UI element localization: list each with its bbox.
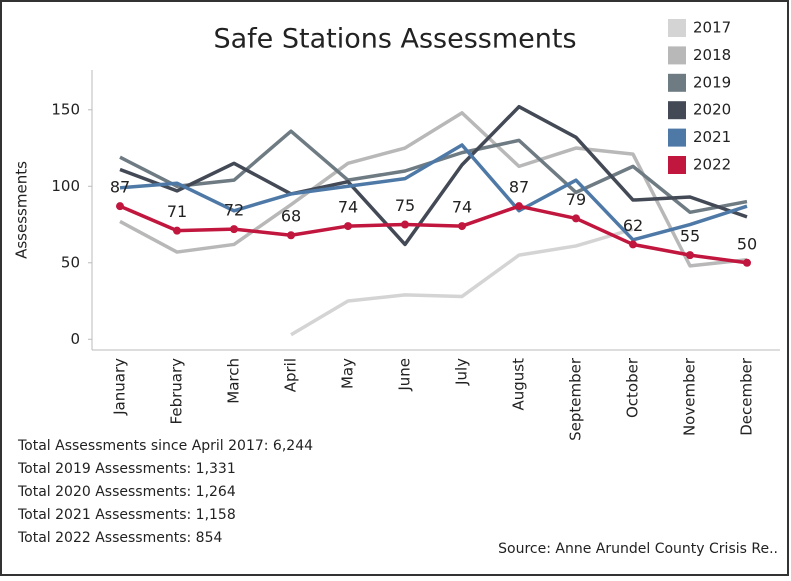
data-label: 74 xyxy=(338,198,358,217)
source: Source: Anne Arundel County Crisis Re.. xyxy=(498,541,778,557)
data-label: 68 xyxy=(281,207,301,226)
series-line xyxy=(290,227,634,337)
data-label: 72 xyxy=(224,201,244,220)
data-label: 55 xyxy=(680,227,700,246)
data-label: 74 xyxy=(452,198,472,217)
legend-swatch xyxy=(668,46,686,65)
y-tick-label: 150 xyxy=(51,100,80,118)
point xyxy=(458,222,466,231)
point xyxy=(572,214,580,223)
data-label: 50 xyxy=(737,234,757,253)
point xyxy=(230,225,238,234)
point xyxy=(401,220,409,229)
point xyxy=(344,222,352,231)
legend-swatch xyxy=(668,128,686,147)
note: Total 2019 Assessments: 1,331 xyxy=(17,461,236,477)
x-tick-label: May xyxy=(339,358,357,389)
series-line xyxy=(119,204,748,265)
point xyxy=(686,251,694,260)
series-line xyxy=(119,143,748,242)
data-label: 75 xyxy=(395,196,415,215)
y-tick-label: 50 xyxy=(61,253,80,271)
note: Total Assessments since April 2017: 6,24… xyxy=(17,438,313,454)
note: Total 2021 Assessments: 1,158 xyxy=(17,507,236,523)
x-tick-label: April xyxy=(282,358,300,392)
y-axis-label: Assessments xyxy=(13,161,31,259)
x-tick-label: October xyxy=(624,357,642,418)
point xyxy=(173,226,181,235)
legend-label: 2020 xyxy=(693,101,731,119)
chart-title: Safe Stations Assessments xyxy=(213,24,576,55)
x-tick-label: August xyxy=(510,358,528,411)
point xyxy=(743,258,751,267)
x-tick-label: March xyxy=(225,358,243,404)
legend-label: 2018 xyxy=(693,46,731,64)
legend-swatch xyxy=(668,101,686,120)
legend-label: 2022 xyxy=(693,156,731,174)
note: Total 2020 Assessments: 1,264 xyxy=(17,484,236,500)
legend-label: 2021 xyxy=(693,128,731,146)
data-label: 87 xyxy=(509,178,529,197)
x-tick-label: February xyxy=(168,358,186,425)
data-label: 87 xyxy=(110,178,130,197)
legend-label: 2019 xyxy=(693,73,731,91)
y-tick-label: 100 xyxy=(51,177,80,195)
y-tick-label: 0 xyxy=(70,330,80,348)
x-tick-label: December xyxy=(738,357,756,436)
x-tick-label: September xyxy=(567,357,585,441)
data-label: 71 xyxy=(167,202,187,221)
x-tick-label: November xyxy=(681,357,699,436)
legend-swatch xyxy=(668,19,686,37)
point xyxy=(515,202,523,211)
point xyxy=(116,202,124,211)
x-tick-label: June xyxy=(396,358,414,392)
series-line xyxy=(119,104,748,247)
note: Total 2022 Assessments: 854 xyxy=(17,530,222,546)
data-label: 79 xyxy=(566,190,586,209)
point xyxy=(629,240,637,249)
legend-label: 2017 xyxy=(693,19,731,37)
legend-swatch xyxy=(668,73,686,92)
point xyxy=(287,231,295,240)
legend-swatch xyxy=(668,156,686,174)
x-tick-label: January xyxy=(111,358,129,416)
x-tick-label: July xyxy=(453,358,471,386)
data-label: 62 xyxy=(623,216,643,235)
